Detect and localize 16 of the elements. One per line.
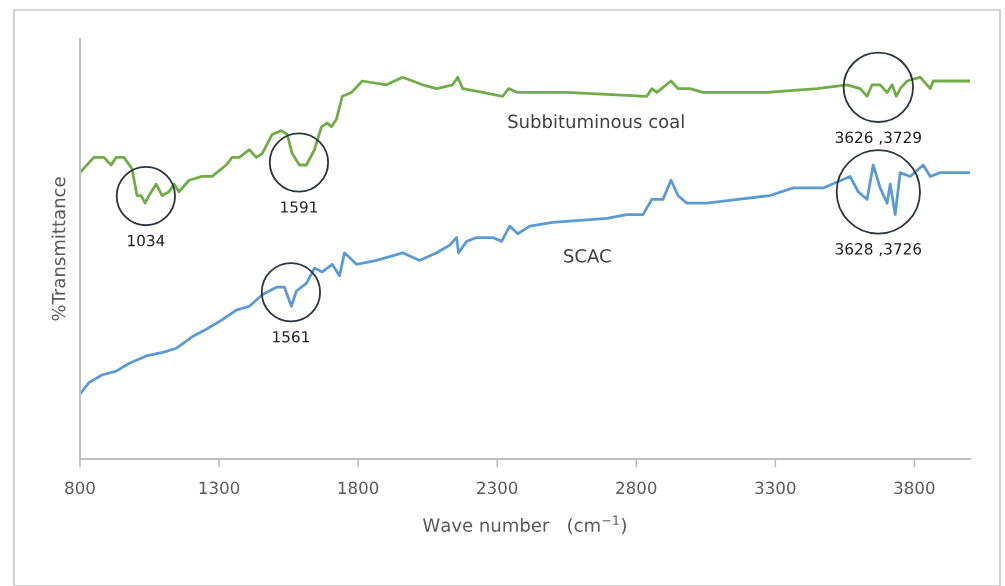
annotation: 3628 ,3726	[835, 243, 922, 257]
y-axis-title: %Transmittance	[51, 177, 66, 321]
x-tick-label: 3800	[894, 481, 935, 495]
x-tick-label: 2800	[616, 481, 657, 495]
x-tick-label: 1800	[338, 481, 379, 495]
series-label: SCAC	[564, 248, 611, 263]
annotation: 1034	[128, 234, 165, 247]
x-tick-label: 2300	[477, 481, 518, 495]
x-tick-label: 800	[65, 481, 95, 495]
x-axis-title: Wave number (cm$^{−1}$)	[423, 515, 626, 535]
annotation: 1591	[281, 201, 317, 213]
annotation: 1561	[273, 330, 309, 343]
x-tick-label: 1300	[199, 481, 240, 495]
annotation: 3626 ,3729	[835, 131, 921, 145]
series-label: Subbituminous coal	[508, 114, 684, 129]
x-tick-label: 3300	[755, 481, 796, 495]
